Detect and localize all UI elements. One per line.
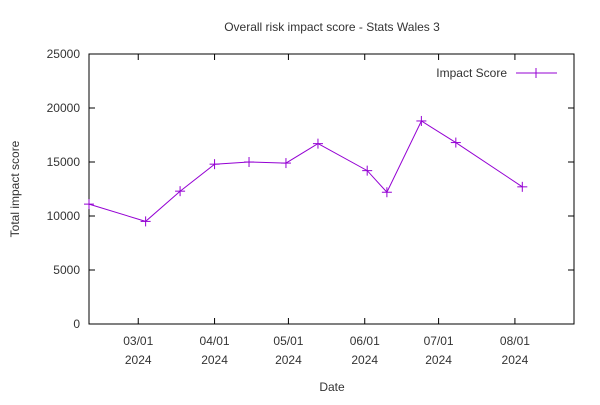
y-axis-ticks: 0 5000 10000 15000 20000 25000 (47, 47, 574, 331)
y-tick-label: 5000 (53, 263, 80, 277)
y-tick-label: 20000 (47, 101, 81, 115)
data-point-marker (450, 137, 461, 148)
x-tick-label-year: 2024 (502, 353, 529, 367)
chart-title: Overall risk impact score - Stats Wales … (224, 20, 440, 34)
x-tick-label: 07/01 (424, 334, 454, 348)
legend: Impact Score (436, 66, 557, 80)
x-tick-label: 04/01 (200, 334, 230, 348)
x-tick-label-year: 2024 (425, 353, 452, 367)
data-point-marker (84, 199, 94, 210)
x-tick-label: 05/01 (273, 334, 303, 348)
y-tick-label: 25000 (47, 47, 81, 61)
data-point-marker (416, 115, 427, 126)
series-layer (84, 115, 528, 227)
x-axis-ticks: 03/01 2024 04/01 2024 05/01 2024 06/01 2024 07/0… (123, 54, 530, 367)
y-axis-label: Total impact score (8, 140, 22, 237)
x-tick-label-year: 2024 (201, 353, 228, 367)
series-line (88, 120, 523, 222)
x-tick-label-year: 2024 (125, 353, 152, 367)
x-axis-label: Date (319, 380, 345, 394)
y-tick-label: 10000 (47, 209, 81, 223)
data-point-marker (362, 165, 373, 176)
data-point-marker (244, 157, 255, 167)
data-point-marker (280, 158, 291, 169)
y-tick-label: 15000 (47, 155, 81, 169)
data-point-marker (140, 216, 151, 227)
data-point-marker (381, 187, 392, 198)
x-tick-label: 06/01 (350, 334, 380, 348)
y-tick-label: 0 (73, 317, 80, 331)
data-point-marker (175, 186, 186, 197)
data-point-marker (517, 181, 528, 192)
x-tick-label-year: 2024 (351, 353, 378, 367)
legend-label: Impact Score (436, 66, 507, 80)
plot-area-border (88, 53, 575, 325)
legend-marker (531, 68, 541, 78)
data-point-marker (312, 138, 323, 149)
data-point-marker (209, 159, 220, 170)
x-tick-label: 03/01 (123, 334, 153, 348)
x-tick-label-year: 2024 (275, 353, 302, 367)
x-tick-label: 08/01 (500, 334, 530, 348)
